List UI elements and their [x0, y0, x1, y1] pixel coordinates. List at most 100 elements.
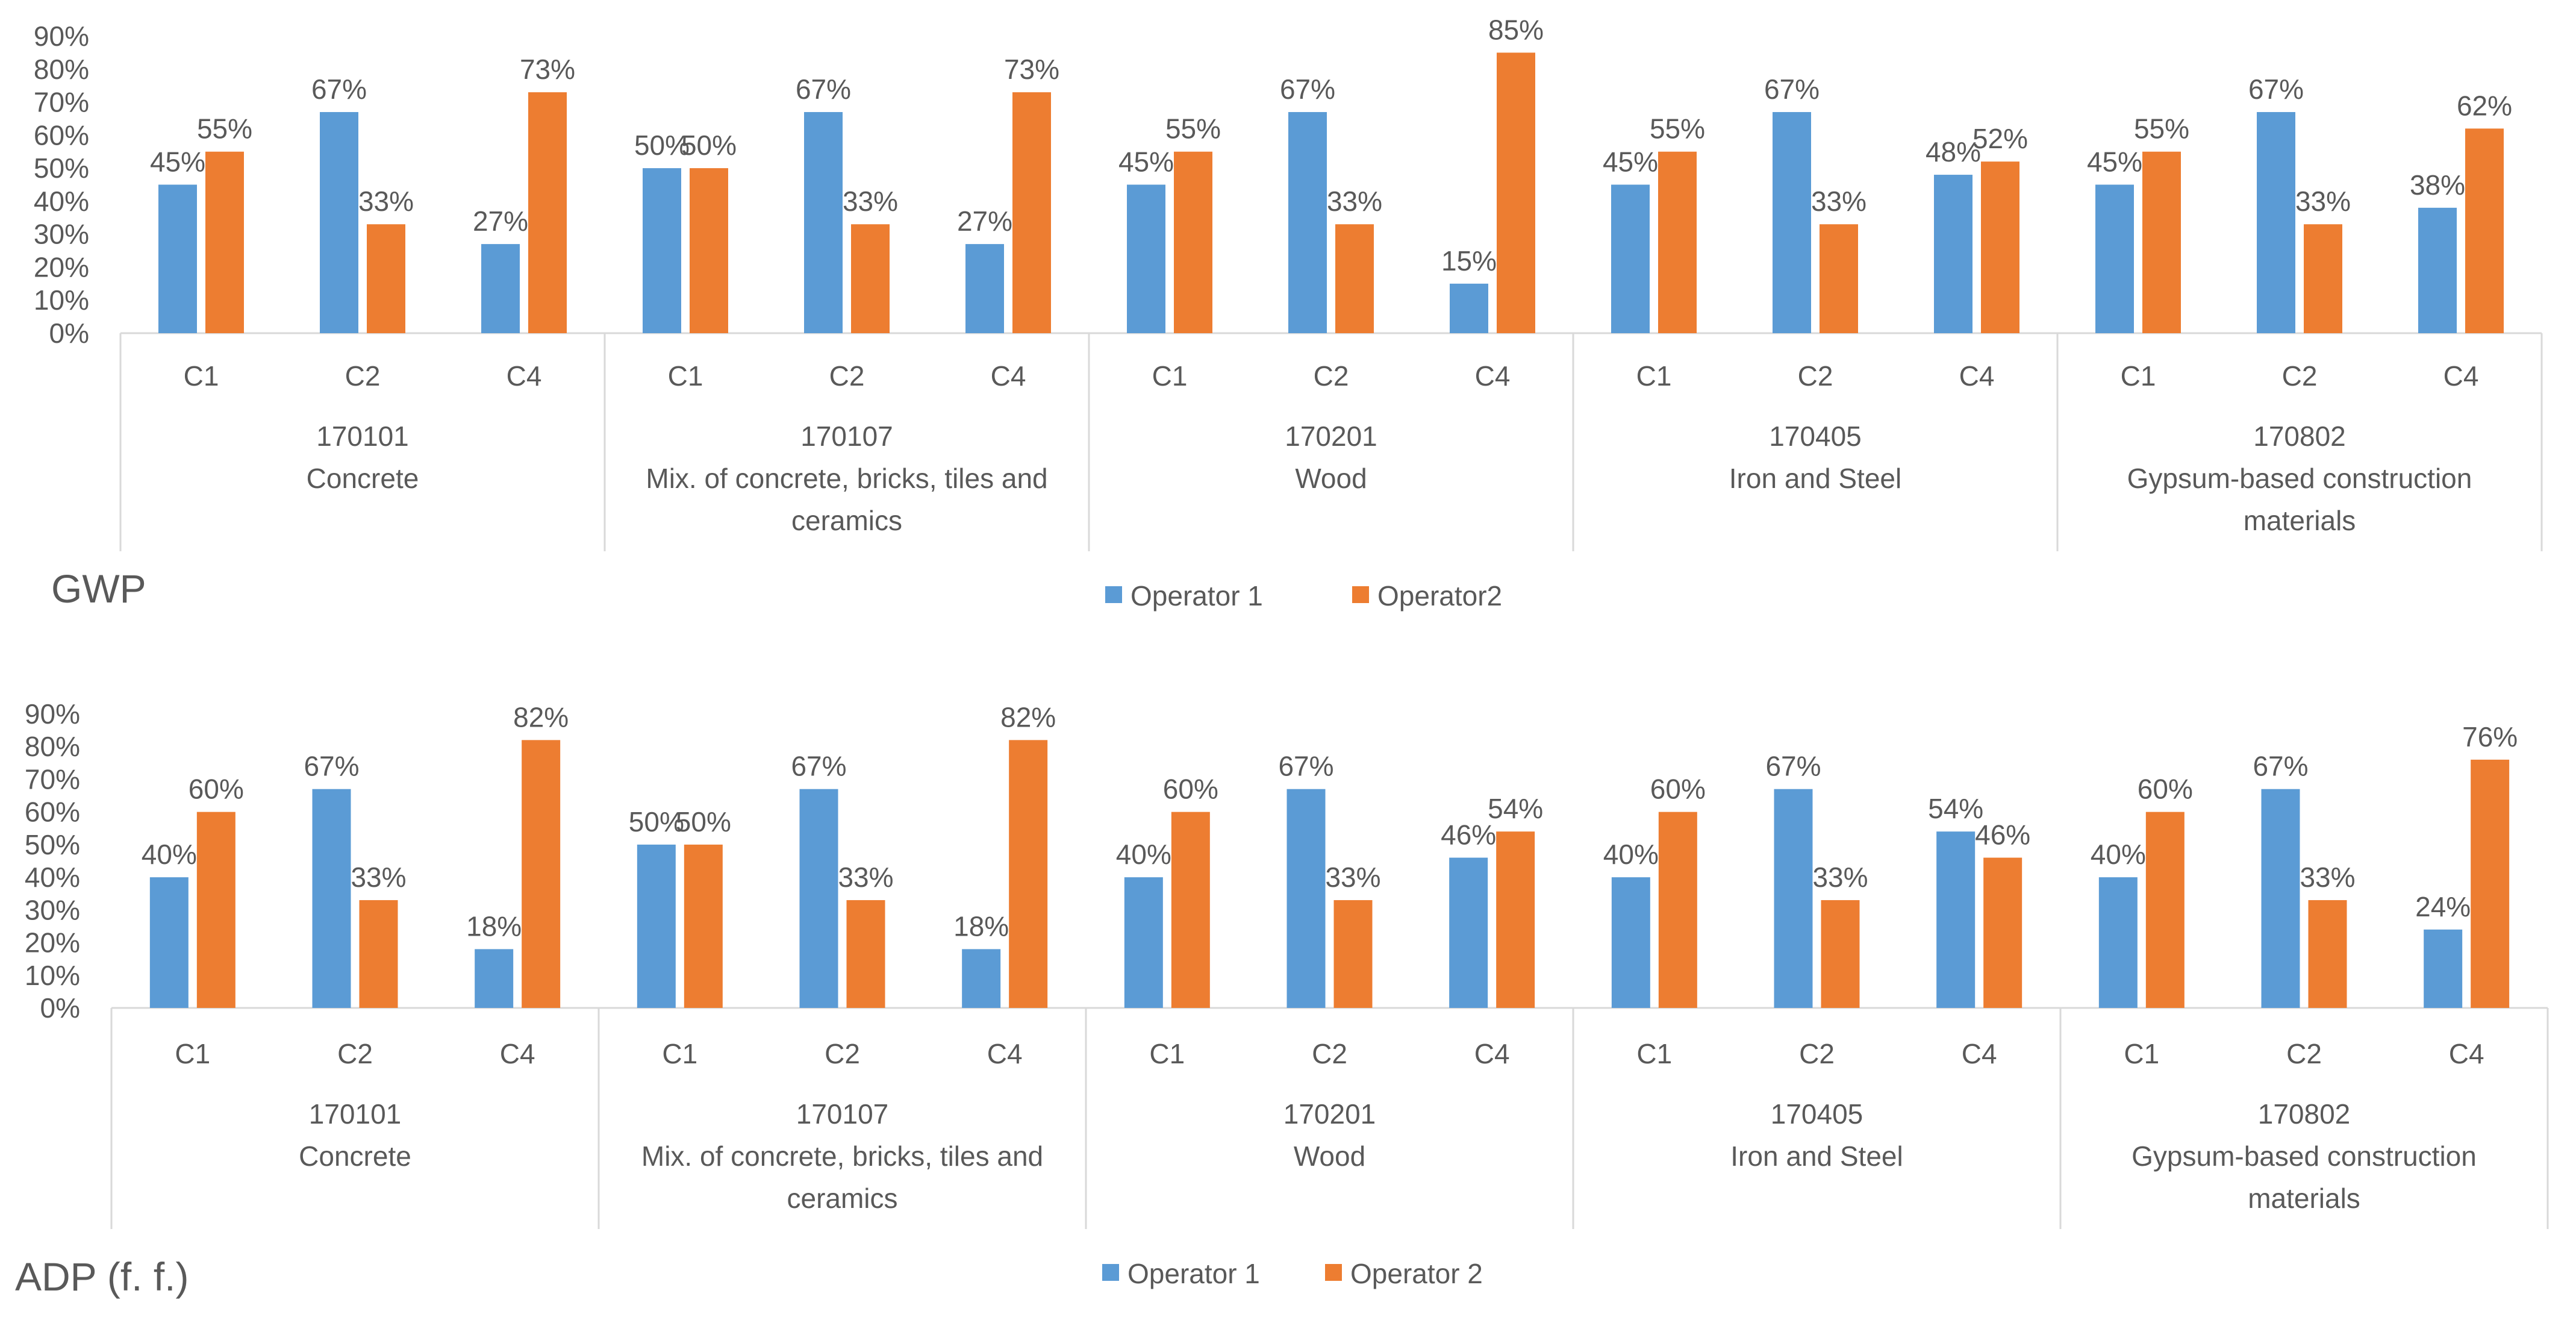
- category-label: C1: [2124, 1038, 2159, 1069]
- bar-operator-2: [690, 168, 728, 333]
- y-tick-label: 40%: [25, 862, 80, 893]
- bar-operator-2: [1983, 857, 2022, 1008]
- data-label: 33%: [1811, 186, 1867, 217]
- data-label: 55%: [1650, 113, 1705, 145]
- bar-operator-2: [2471, 759, 2510, 1008]
- y-tick-label: 60%: [25, 796, 80, 828]
- data-label: 40%: [2091, 839, 2146, 870]
- bar-operator-1: [1611, 877, 1650, 1008]
- data-label: 54%: [1928, 793, 1983, 824]
- data-label: 46%: [1975, 819, 2030, 851]
- data-label: 18%: [953, 910, 1009, 942]
- bar-operator-1: [962, 949, 1001, 1008]
- category-label: C4: [1959, 360, 1995, 392]
- data-label: 60%: [189, 774, 244, 805]
- bar-operator-1: [1124, 877, 1163, 1008]
- bar-operator-2: [684, 844, 723, 1008]
- data-label: 60%: [1650, 774, 1706, 805]
- data-label: 50%: [676, 806, 731, 837]
- bar-operator-1: [158, 184, 197, 333]
- category-label: C4: [507, 360, 542, 392]
- category-label: C4: [1474, 1038, 1510, 1069]
- category-label: C2: [345, 360, 381, 392]
- data-label: 45%: [1118, 146, 1174, 178]
- category-label: C2: [337, 1038, 373, 1069]
- y-tick-label: 0%: [40, 992, 80, 1024]
- data-label: 67%: [796, 74, 851, 105]
- bar-operator-1: [1286, 789, 1326, 1008]
- y-tick-label: 70%: [25, 763, 80, 795]
- bar-operator-2: [522, 740, 561, 1008]
- data-label: 55%: [1165, 113, 1221, 145]
- data-label: 60%: [2138, 774, 2193, 805]
- data-label: 67%: [1765, 751, 1821, 782]
- chart-adp: 0%10%20%30%40%50%60%70%80%90%170101Concr…: [15, 698, 2549, 1299]
- bar-operator-1: [2261, 789, 2300, 1008]
- bar-operator-2: [1012, 92, 1051, 333]
- bar-operator-1: [1774, 789, 1813, 1008]
- category-label: C1: [1636, 1038, 1672, 1069]
- data-label: 67%: [1280, 74, 1335, 105]
- bar-operator-2: [2145, 812, 2185, 1008]
- data-label: 18%: [466, 910, 522, 942]
- group-name-label: Gypsum-based construction: [2132, 1140, 2477, 1172]
- y-tick-label: 30%: [25, 894, 80, 925]
- group-code-label: 170101: [309, 1098, 402, 1130]
- group-code-label: 170107: [796, 1098, 889, 1130]
- data-label: 40%: [1116, 839, 1171, 870]
- group-name-label: Iron and Steel: [1730, 1140, 1903, 1172]
- bar-operator-2: [1981, 161, 2019, 333]
- legend: Operator 1 Operator2: [1105, 580, 1502, 612]
- data-label: 33%: [2295, 186, 2351, 217]
- legend-swatch-operator-2: [1325, 1264, 1342, 1281]
- group-code-label: 170405: [1771, 1098, 1863, 1130]
- bar-operator-1: [1288, 111, 1327, 333]
- category-label: C2: [825, 1038, 860, 1069]
- data-label: 27%: [957, 205, 1012, 237]
- bar-operator-2: [1009, 740, 1048, 1008]
- bar-operator-2: [2304, 224, 2342, 333]
- data-label: 33%: [1327, 186, 1382, 217]
- data-label: 50%: [681, 130, 737, 161]
- group-name-label: Gypsum-based construction: [2127, 463, 2472, 494]
- group-name-label: Concrete: [299, 1140, 411, 1172]
- bar-operator-1: [481, 244, 520, 333]
- bar-operator-2: [1821, 900, 1860, 1008]
- group-code-label: 170107: [800, 421, 893, 452]
- group-name-label: Concrete: [307, 463, 419, 494]
- y-tick-label: 70%: [34, 87, 89, 118]
- category-label: C1: [1152, 360, 1188, 392]
- bar-operator-2: [1658, 151, 1697, 333]
- legend-swatch-operator-2: [1352, 586, 1369, 603]
- category-label: C2: [1314, 360, 1349, 392]
- bar-operator-1: [1449, 857, 1488, 1008]
- data-label: 33%: [1325, 862, 1380, 893]
- category-label: C4: [987, 1038, 1023, 1069]
- data-label: 33%: [1812, 862, 1868, 893]
- category-label: C1: [668, 360, 703, 392]
- data-label: 46%: [1441, 819, 1496, 851]
- legend-label-operator-2: Operator2: [1377, 580, 1502, 612]
- data-label: 48%: [1926, 136, 1981, 167]
- group-code-label: 170201: [1285, 421, 1377, 452]
- bar-operator-2: [1333, 900, 1373, 1008]
- bar-operator-1: [1934, 175, 1973, 333]
- legend-label-operator-2: Operator 2: [1350, 1258, 1483, 1289]
- group-code-label: 170201: [1283, 1098, 1376, 1130]
- group-name-label: materials: [2244, 505, 2356, 536]
- bar-operator-1: [2257, 111, 2295, 333]
- group-name-label: Mix. of concrete, bricks, tiles and: [641, 1140, 1043, 1172]
- data-label: 67%: [311, 74, 367, 105]
- bar-operator-1: [149, 877, 189, 1008]
- chart-title: GWP: [51, 566, 146, 611]
- bar-operator-2: [2142, 151, 2181, 333]
- group-code-label: 170802: [2258, 1098, 2351, 1130]
- data-label: 82%: [513, 701, 569, 733]
- category-label: C1: [662, 1038, 697, 1069]
- category-label: C2: [1312, 1038, 1347, 1069]
- category-label: C2: [829, 360, 865, 392]
- bar-operator-2: [1174, 151, 1212, 333]
- bar-operator-1: [1127, 184, 1165, 333]
- bar-operator-1: [1611, 184, 1650, 333]
- data-label: 50%: [629, 806, 684, 837]
